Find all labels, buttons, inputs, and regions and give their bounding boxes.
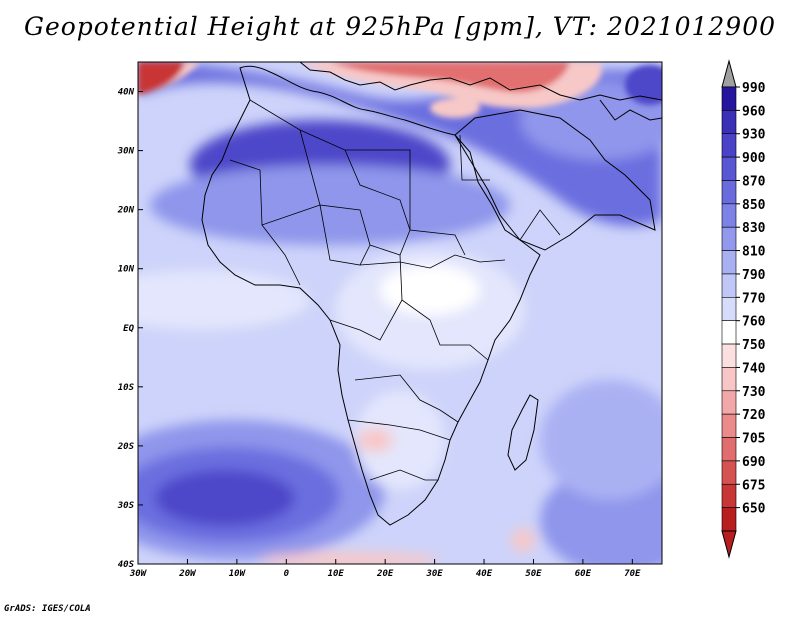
field-pink-levant (430, 98, 480, 118)
colorbar-label: 730 (742, 385, 766, 400)
lon-tick-label: 60E (575, 569, 592, 579)
field-pink-angola (357, 428, 393, 452)
lon-tick-label: 0 (284, 569, 290, 579)
lon-tick-label: 20W (178, 569, 197, 579)
colorbar-labels: 990 960 930 900 870 850 830 810 790 770 760 750 740 7… (736, 81, 766, 517)
colorbar-label: 770 (742, 291, 766, 306)
lon-tick-label: 30W (129, 569, 148, 579)
field-high-northeast (625, 65, 662, 105)
field-moderate-indian (540, 380, 662, 500)
colorbar-label: 760 (742, 315, 766, 330)
colorbar-label: 690 (742, 455, 766, 470)
colorbar-label: 705 (742, 432, 765, 447)
colorbar-box (721, 390, 737, 415)
lat-tick-label: 40N (118, 88, 135, 98)
field-red-northwest (138, 62, 185, 95)
lon-tick-label: 10E (328, 569, 345, 579)
colorbar-box (721, 226, 737, 251)
field-pink-south-ocean (511, 528, 535, 552)
lon-tick-label: 50E (525, 569, 542, 579)
credit-label: GrADS: IGES/COLA (4, 604, 91, 614)
colorbar-box (721, 133, 737, 158)
colorbar-label: 930 (742, 128, 766, 143)
colorbar-label: 750 (742, 338, 766, 353)
colorbar-label: 960 (742, 104, 766, 119)
colorbar-label: 870 (742, 174, 766, 189)
colorbar-box (721, 320, 737, 345)
colorbar-box (721, 110, 737, 135)
colorbar-bottom-arrow (721, 530, 737, 559)
field-midhigh-sahel (150, 165, 510, 245)
iran-coast (599, 99, 662, 121)
lon-tick-label: 70E (624, 569, 641, 579)
map-frame (137, 61, 663, 565)
lon-tick-label: 30E (425, 569, 443, 579)
colorbar-label: 790 (742, 268, 766, 283)
lat-tick-label: 40S (118, 560, 135, 570)
field-low-guinea (138, 270, 310, 330)
colorbar-top-arrow (721, 59, 737, 88)
colorbar-box (721, 250, 737, 275)
field-low-southern-africa (355, 390, 445, 490)
lon-tick-label: 20E (376, 569, 394, 579)
latitude-axis: 40N 30N 20N 10N EQ 10S 20S 30S 40S (117, 88, 143, 570)
colorbar-label: 675 (742, 478, 765, 493)
field-red-europe (330, 62, 570, 93)
colorbar-box (721, 297, 737, 321)
country-borders (229, 99, 561, 481)
longitude-axis: 30W 20W 10W 0 10E 20E 30E 40E 50E 60E 70E (129, 559, 641, 579)
colorbar-box (721, 273, 737, 298)
colorbar-label: 990 (742, 81, 766, 96)
colorbar-box (721, 437, 737, 462)
height-field (138, 62, 662, 564)
colorbar-box (721, 460, 737, 485)
arabia-coast (454, 109, 656, 251)
colorbar-box (721, 86, 737, 111)
lat-tick-label: 30N (117, 147, 135, 157)
africa-coast (201, 65, 541, 526)
colorbar-box (721, 156, 737, 181)
colorbar-box (721, 483, 737, 508)
colorbar-boxes (721, 86, 737, 532)
colorbar-label: 830 (742, 221, 766, 236)
colorbar-label: 810 (742, 245, 766, 260)
lat-tick-label: 20S (117, 442, 135, 452)
field-pink-south-edge (260, 552, 440, 564)
colorbar-box (721, 203, 737, 228)
colorbar-box (721, 507, 737, 532)
field-pink-northwest (138, 62, 200, 95)
colorbar: 990 960 930 900 870 850 830 810 790 770 760 750 740 7… (721, 59, 766, 559)
colorbar-label: 650 (742, 502, 766, 517)
lat-tick-label: 20N (117, 206, 135, 216)
colorbar-label: 850 (742, 198, 766, 213)
colorbar-label: 740 (742, 361, 766, 376)
colorbar-label: 900 (742, 151, 766, 166)
madagascar-coast (507, 394, 539, 471)
colorbar-box (721, 413, 737, 438)
lat-tick-label: 30S (117, 501, 135, 511)
colorbar-label: 720 (742, 408, 766, 423)
field-neutral-congo (380, 265, 480, 315)
lon-tick-label: 40E (476, 569, 493, 579)
colorbar-box (721, 367, 737, 392)
lon-tick-label: 10W (229, 569, 247, 579)
europe-coast (299, 62, 662, 101)
field-core-south-atlantic (155, 470, 295, 526)
coastlines (201, 62, 662, 526)
lat-tick-label: EQ (123, 324, 134, 334)
colorbar-box (721, 343, 737, 368)
chart-title: Geopotential Height at 925hPa [gpm], VT:… (23, 12, 777, 41)
colorbar-box (721, 180, 737, 205)
lat-tick-label: 10N (118, 265, 135, 275)
lat-tick-label: 10S (118, 383, 135, 393)
